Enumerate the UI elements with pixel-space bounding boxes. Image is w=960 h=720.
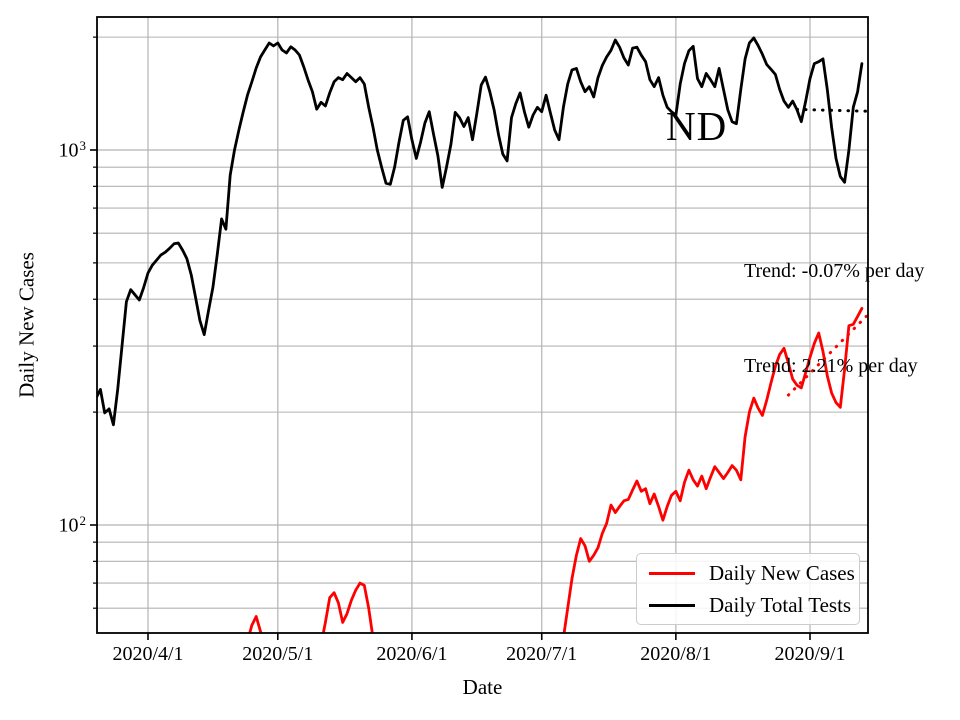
cases-line-sample: [649, 571, 695, 575]
daily-new-cases-line: [248, 306, 864, 633]
legend: Daily New Cases Daily Total Tests: [636, 553, 860, 625]
legend-entry-cases: Daily New Cases: [637, 559, 859, 587]
legend-label-cases: Daily New Cases: [709, 560, 855, 585]
cases-trend-annotation: Trend: 2.21% per day: [744, 355, 918, 377]
x-tick-label: 2020/4/1: [112, 643, 184, 665]
daily-total-tests-line: [97, 36, 864, 427]
x-tick-label: 2020/7/1: [506, 643, 578, 665]
legend-label-tests: Daily Total Tests: [709, 592, 852, 617]
y-tick-exponent: 2: [79, 513, 87, 528]
axes-frame: [96, 16, 869, 634]
x-tick-label: 2020/8/1: [640, 643, 712, 665]
x-tick-label: 2020/5/1: [242, 643, 314, 665]
cases-trend-dotted-line: [786, 314, 868, 397]
tests-trend-annotation: Trend: -0.07% per day: [744, 260, 925, 282]
y-tick-exponent: 3: [79, 138, 87, 153]
y-axis-label: Daily New Cases: [14, 252, 39, 398]
y-tick-label: 103: [58, 138, 87, 162]
tests-trend-dotted-line: [795, 107, 868, 113]
x-tick-label: 2020/9/1: [774, 643, 846, 665]
tests-line-sample: [649, 603, 695, 607]
legend-entry-tests: Daily Total Tests: [637, 591, 859, 619]
region-label-annotation: ND: [666, 103, 728, 149]
x-axis-label: Date: [462, 675, 503, 699]
x-tick-label: 2020/6/1: [376, 643, 448, 665]
y-tick-label: 102: [58, 513, 87, 537]
